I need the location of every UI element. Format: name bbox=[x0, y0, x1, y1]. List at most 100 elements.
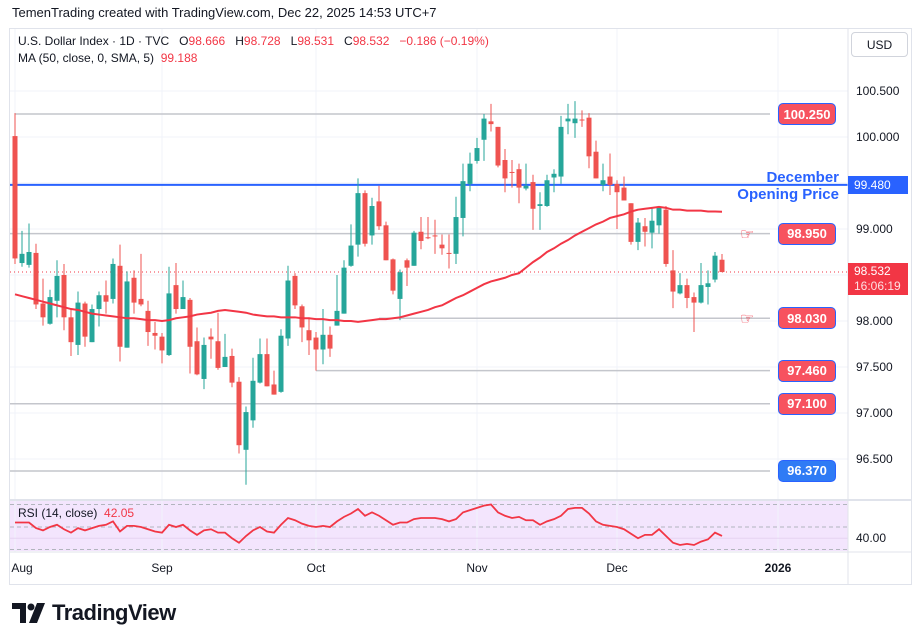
candle-up bbox=[523, 185, 529, 189]
ma-legend: MA (50, close, 0, SMA, 5) 99.188 bbox=[18, 51, 197, 65]
candle-up bbox=[278, 335, 284, 392]
ma-layer bbox=[14, 205, 723, 323]
candle-down bbox=[719, 259, 725, 273]
candle-down bbox=[40, 303, 46, 318]
candles bbox=[12, 101, 725, 485]
candle-down bbox=[628, 203, 634, 242]
candle-up bbox=[474, 148, 480, 161]
level-label[interactable]: 97.460 bbox=[778, 359, 836, 382]
candle-up bbox=[257, 354, 263, 383]
rsi-label[interactable]: RSI (14, close) bbox=[18, 506, 98, 520]
chart-frame bbox=[9, 28, 912, 585]
time-tick-label: 2026 bbox=[764, 561, 792, 575]
candle-up bbox=[250, 380, 256, 421]
level-label[interactable]: 97.100 bbox=[778, 392, 836, 415]
open-value: 98.666 bbox=[188, 34, 226, 48]
symbol-name[interactable]: U.S. Dollar Index · 1D · TVC bbox=[18, 34, 170, 48]
candle-down bbox=[131, 277, 137, 303]
candle-up bbox=[544, 180, 550, 206]
level-label[interactable]: 96.370 bbox=[778, 459, 836, 482]
currency-button[interactable]: USD bbox=[851, 32, 908, 57]
candle-up bbox=[558, 126, 564, 177]
high-label: H bbox=[235, 34, 244, 48]
candle-up bbox=[635, 222, 641, 242]
candle-up bbox=[334, 310, 340, 326]
candle-down bbox=[432, 235, 438, 237]
candle-down bbox=[187, 299, 193, 347]
annotation-line1: December bbox=[766, 169, 839, 186]
candle-up bbox=[348, 245, 354, 266]
candle-down bbox=[684, 285, 690, 298]
time-tick-label: Dec bbox=[606, 561, 628, 575]
candle-down bbox=[194, 341, 200, 375]
candle-up bbox=[341, 267, 347, 314]
price-tick-label: 98.000 bbox=[856, 314, 893, 328]
december-opening-annotation[interactable]: December Opening Price bbox=[737, 169, 839, 203]
price-tick-label: 100.000 bbox=[856, 130, 900, 144]
candle-down bbox=[152, 332, 158, 336]
candle-up bbox=[201, 344, 207, 379]
candle-up bbox=[705, 283, 711, 287]
rsi-axis-label: 40.00 bbox=[856, 531, 887, 545]
candle-down bbox=[516, 169, 522, 188]
candle-up bbox=[110, 263, 116, 299]
candle-up bbox=[285, 280, 291, 339]
candle-down bbox=[215, 341, 221, 368]
candle-up bbox=[355, 193, 361, 245]
high-value: 98.728 bbox=[243, 34, 281, 48]
tradingview-logo: TradingView bbox=[12, 600, 176, 626]
candle-down bbox=[236, 381, 242, 446]
level-label[interactable]: 98.030 bbox=[778, 307, 836, 330]
candle-up bbox=[649, 220, 655, 233]
december-open-axis-label: 99.480 bbox=[848, 176, 908, 194]
price-tick-label: 97.000 bbox=[856, 406, 893, 420]
candle-down bbox=[383, 225, 389, 261]
candle-up bbox=[460, 181, 466, 218]
tradingview-logo-icon bbox=[12, 603, 45, 623]
level-label[interactable]: 100.250 bbox=[778, 103, 836, 125]
candle-down bbox=[404, 260, 410, 268]
candle-down bbox=[103, 295, 109, 302]
close-value: 98.532 bbox=[352, 34, 390, 48]
candle-down bbox=[621, 187, 627, 201]
candle-up bbox=[19, 253, 25, 264]
time-tick-label: Sep bbox=[151, 561, 173, 575]
candle-down bbox=[264, 354, 270, 387]
candle-down bbox=[663, 209, 669, 264]
candle-up bbox=[698, 285, 704, 303]
candle-down bbox=[502, 160, 508, 179]
pointing-hand-icon: ☞ bbox=[740, 227, 754, 244]
candle-down bbox=[145, 310, 151, 333]
candle-up bbox=[47, 297, 53, 324]
candle-down bbox=[271, 384, 277, 395]
candle-down bbox=[376, 201, 382, 227]
ohlc-legend: U.S. Dollar Index · 1D · TVC O98.666 H98… bbox=[18, 34, 489, 48]
level-label[interactable]: 98.950 bbox=[778, 222, 836, 245]
candle-up bbox=[551, 173, 557, 178]
candle-up bbox=[656, 206, 662, 226]
candle-up bbox=[180, 297, 186, 310]
candle-down bbox=[292, 275, 298, 306]
candle-up bbox=[222, 356, 228, 367]
candle-up bbox=[677, 285, 683, 294]
rsi-line bbox=[15, 503, 723, 546]
candle-down bbox=[509, 171, 515, 173]
rsi-value: 42.05 bbox=[104, 506, 135, 520]
close-label: C bbox=[344, 34, 353, 48]
candle-down bbox=[306, 330, 312, 341]
candle-up bbox=[166, 293, 172, 356]
candle-down bbox=[173, 285, 179, 310]
candle-up bbox=[96, 295, 102, 310]
candle-down bbox=[670, 270, 676, 292]
candle-down bbox=[425, 237, 431, 239]
candle-down bbox=[446, 252, 452, 254]
candle-up bbox=[75, 302, 81, 345]
ma-label[interactable]: MA (50, close, 0, SMA, 5) bbox=[18, 51, 155, 65]
candle-down bbox=[418, 231, 424, 241]
low-value: 98.531 bbox=[297, 34, 335, 48]
candle-down bbox=[208, 336, 214, 340]
rsi-legend: RSI (14, close) 42.05 bbox=[18, 506, 134, 520]
candle-up bbox=[320, 334, 326, 350]
horizontal-levels: ☞☞ bbox=[10, 113, 848, 472]
